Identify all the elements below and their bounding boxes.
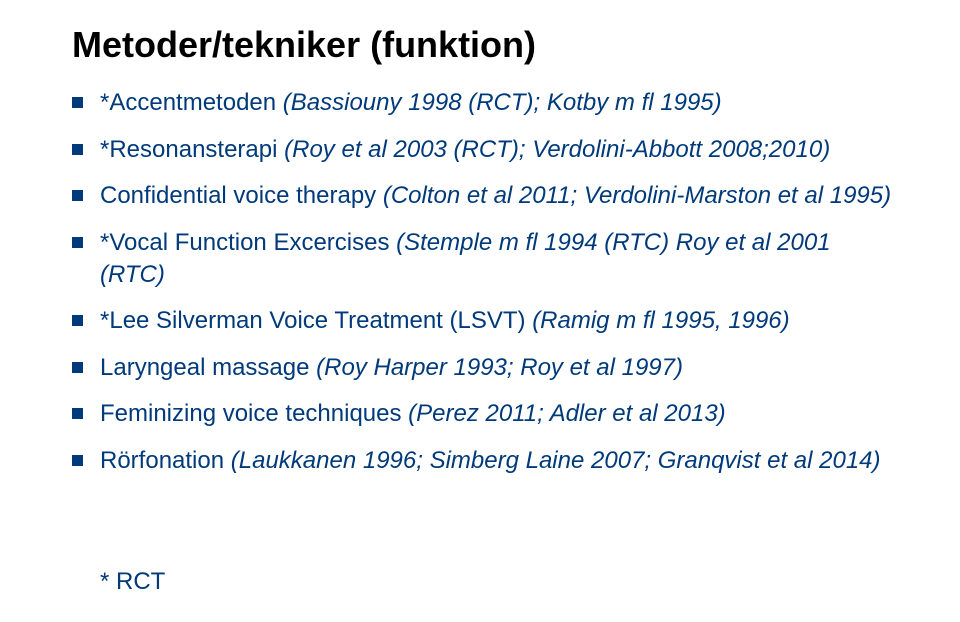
bullet-citation: (Ramig m fl 1995, 1996) — [532, 307, 789, 334]
bullet-main: *Lee Silverman Voice Treatment (LSVT) — [100, 307, 532, 334]
list-item: *Resonansterapi (Roy et al 2003 (RCT); V… — [72, 134, 900, 166]
bullet-main: *Vocal Function Excercises — [100, 229, 396, 256]
list-item: Laryngeal massage (Roy Harper 1993; Roy … — [72, 352, 900, 384]
footnote: * RCT — [100, 568, 165, 596]
list-item: *Vocal Function Excercises (Stemple m fl… — [72, 227, 900, 292]
list-item: Feminizing voice techniques (Perez 2011;… — [72, 398, 900, 430]
bullet-citation: (Laukkanen 1996; Simberg Laine 2007; Gra… — [231, 447, 881, 474]
list-item: *Lee Silverman Voice Treatment (LSVT) (R… — [72, 305, 900, 337]
bullet-main: *Resonansterapi — [100, 136, 284, 163]
bullet-citation: (Bassiouny 1998 (RCT); Kotby m fl 1995) — [283, 89, 722, 116]
bullet-main: *Accentmetoden — [100, 89, 283, 116]
bullet-citation: (Colton et al 2011; Verdolini-Marston et… — [383, 182, 891, 209]
bullet-citation: (Perez 2011; Adler et al 2013) — [408, 400, 726, 427]
bullet-main: Feminizing voice techniques — [100, 400, 408, 427]
bullet-citation: (Roy Harper 1993; Roy et al 1997) — [316, 354, 683, 381]
list-item: Confidential voice therapy (Colton et al… — [72, 180, 900, 212]
list-item: *Accentmetoden (Bassiouny 1998 (RCT); Ko… — [72, 87, 900, 119]
bullet-main: Laryngeal massage — [100, 354, 316, 381]
list-item: Rörfonation (Laukkanen 1996; Simberg Lai… — [72, 445, 900, 477]
bullet-citation: (Roy et al 2003 (RCT); Verdolini-Abbott … — [284, 136, 830, 163]
bullet-main: Confidential voice therapy — [100, 182, 383, 209]
slide: Metoder/tekniker (funktion) *Accentmetod… — [0, 0, 960, 622]
bullet-main: Rörfonation — [100, 447, 231, 474]
page-title: Metoder/tekniker (funktion) — [72, 24, 900, 65]
bullet-list: *Accentmetoden (Bassiouny 1998 (RCT); Ko… — [72, 87, 900, 477]
